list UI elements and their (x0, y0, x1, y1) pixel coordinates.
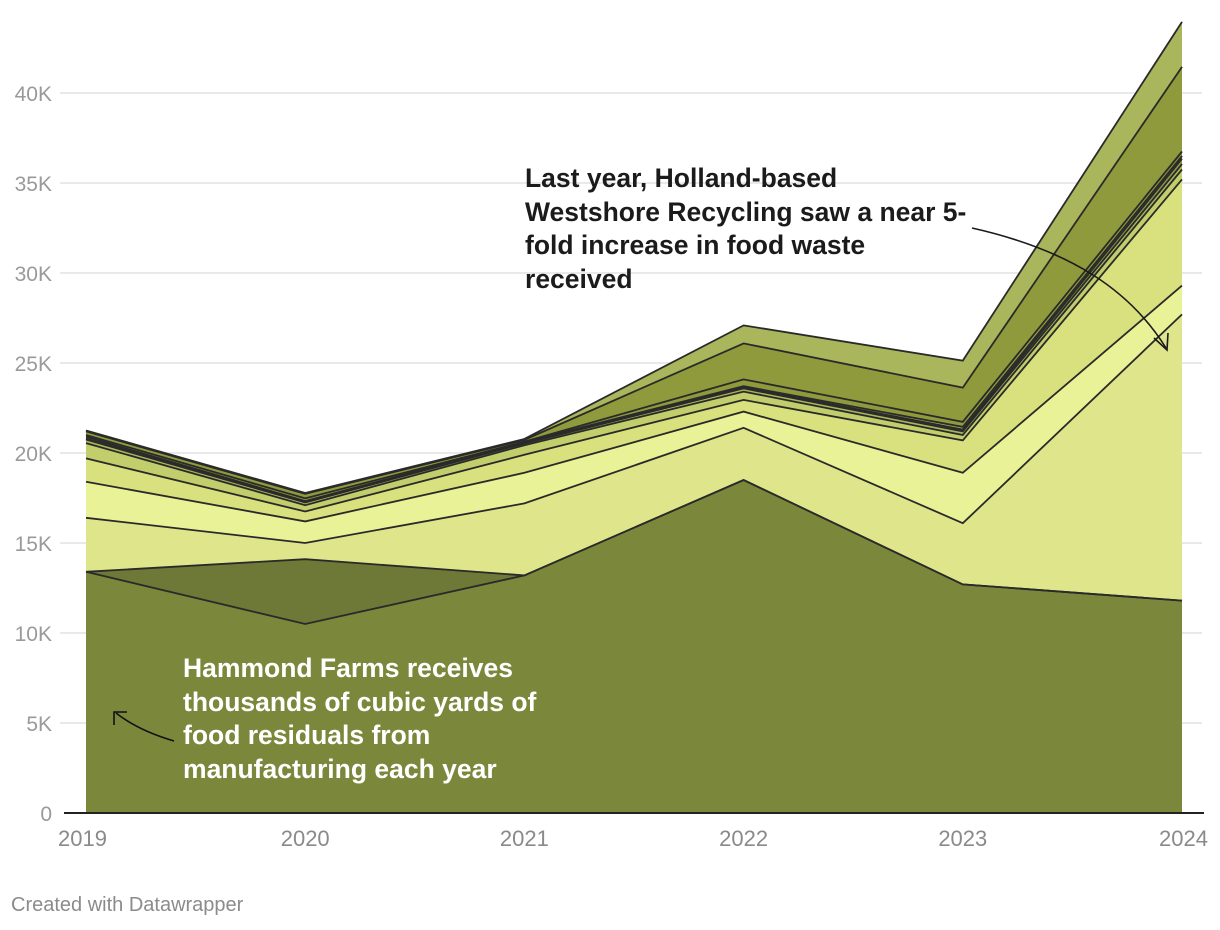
annotation-westshore: Last year, Holland-based Westshore Recyc… (525, 163, 967, 294)
area-series (86, 66, 1182, 499)
annotation-arrows (113, 227, 1169, 742)
series-line (85, 168, 1183, 507)
x-tick-label: 2022 (719, 826, 768, 851)
series-line (85, 313, 1183, 544)
stacked-areas (85, 21, 1183, 813)
annotation-hammond: Hammond Farms receives thousands of cubi… (183, 653, 537, 784)
y-tick-label: 10K (15, 623, 52, 646)
annotation-arrowhead-bottom (113, 711, 127, 725)
area-series (86, 314, 1182, 624)
series-line (85, 155, 1183, 502)
series-line (85, 178, 1183, 513)
x-tick-label: 2024 (1159, 826, 1208, 851)
series-line (85, 21, 1183, 494)
x-tick-label: 2021 (500, 826, 549, 851)
series-line (85, 479, 1183, 625)
area-overlay (86, 480, 1182, 624)
y-tick-label: 15K (15, 533, 52, 556)
gridlines: 0 5K 10K 15K 20K 25K 30K 35K 40K (15, 83, 1202, 826)
annotation-arrow-top (971, 227, 1167, 349)
y-tick-label: 35K (15, 173, 52, 196)
area-series (86, 179, 1182, 522)
y-tick-label: 0 (40, 803, 52, 826)
axes: 2019 2020 2021 2022 2023 2024 (58, 812, 1208, 851)
x-tick-label: 2023 (938, 826, 987, 851)
y-tick-label: 20K (15, 443, 52, 466)
y-tick-label: 30K (15, 263, 52, 286)
datawrapper-credit[interactable]: Created with Datawrapper (11, 894, 244, 916)
y-tick-label: 40K (15, 83, 52, 106)
annotation-arrowhead-top (1153, 332, 1169, 352)
area-series (86, 285, 1182, 543)
annotation-arrow-bottom (115, 712, 175, 742)
series-line (85, 150, 1183, 500)
area-series (86, 151, 1182, 502)
y-tick-label: 25K (15, 353, 52, 376)
x-tick-label: 2019 (58, 826, 107, 851)
series-line (85, 284, 1183, 523)
x-tick-label: 2020 (281, 826, 330, 851)
area-series (86, 480, 1182, 813)
y-tick-label: 5K (26, 713, 52, 736)
area-series (86, 169, 1182, 512)
